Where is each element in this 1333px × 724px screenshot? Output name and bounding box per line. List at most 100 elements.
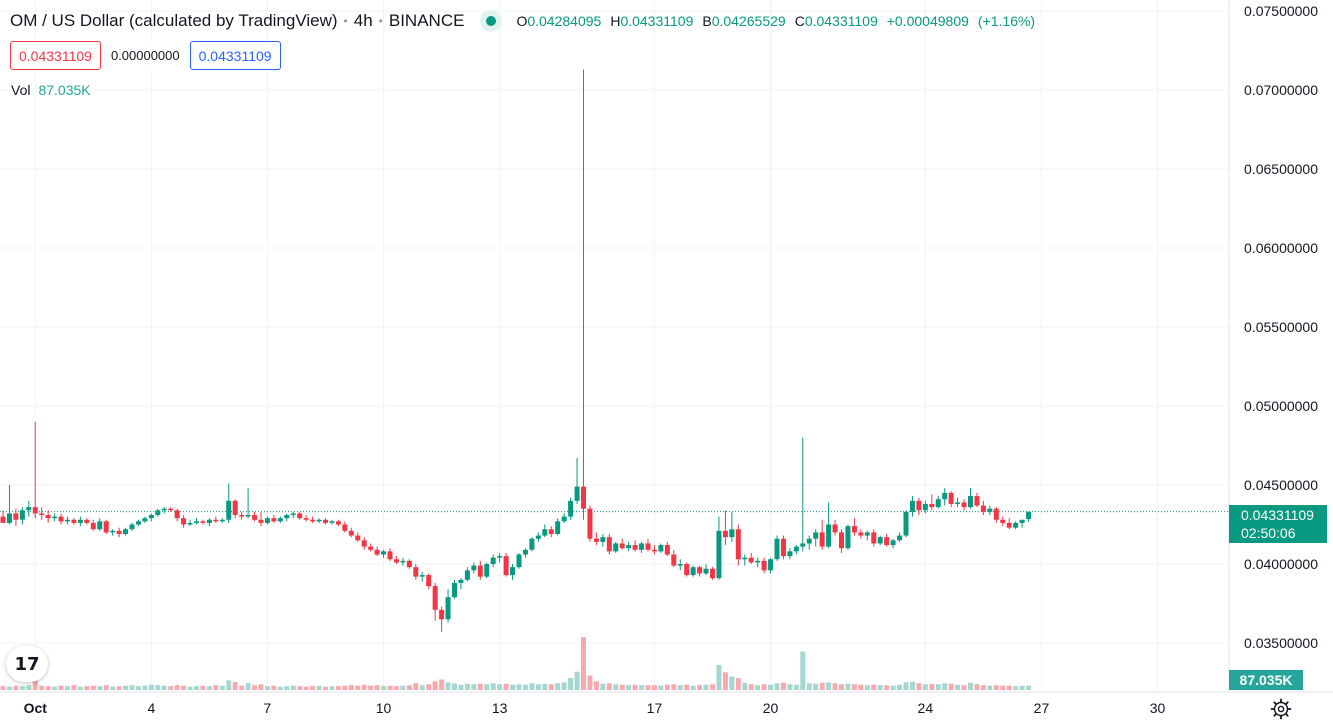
volume-bar (929, 683, 935, 690)
volume-bar (851, 684, 857, 690)
price-scale[interactable]: 0.03500000 0.04000000 0.04500000 0.05000000… (1244, 3, 1318, 651)
candle-body (97, 521, 103, 530)
candle-body (1026, 511, 1032, 520)
volume-bar (97, 686, 103, 690)
volume-bar (419, 685, 425, 690)
volume-bar (219, 685, 225, 690)
volume-bar (58, 685, 64, 690)
volume-bar (677, 685, 683, 690)
price-tick-label: 0.03500000 (1244, 635, 1318, 651)
volume-bar (32, 679, 38, 690)
volume-bar (574, 671, 580, 690)
volume-bar (1013, 686, 1019, 690)
symbol-title[interactable]: OM / US Dollar (calculated by TradingVie… (10, 11, 338, 30)
volume-bar (181, 685, 187, 690)
market-status-icon[interactable] (480, 10, 503, 32)
time-tick-label: 10 (376, 700, 392, 716)
time-tick-label: 17 (647, 700, 663, 716)
tradingview-logo-icon[interactable]: 17 (6, 646, 48, 682)
candle-body (226, 500, 232, 520)
volume-bar (290, 685, 296, 690)
volume-bar (484, 684, 490, 690)
candle-body (761, 560, 767, 571)
candle-body (142, 518, 148, 522)
volume-bar (690, 685, 696, 690)
candle-body (323, 519, 328, 523)
settings-gear-icon[interactable] (1270, 698, 1292, 720)
candle-body (103, 521, 109, 533)
volume-bar (884, 685, 890, 690)
volume-bar (187, 686, 193, 690)
candle-body (303, 518, 309, 520)
candle-body (361, 540, 367, 547)
volume-bar (987, 685, 993, 690)
candle-body (581, 486, 586, 509)
candle-body (445, 597, 451, 620)
time-tick-label: Oct (24, 700, 48, 716)
candle-body (1006, 522, 1012, 528)
volume-bar (555, 683, 561, 690)
volume-bar (490, 683, 496, 690)
volume-bar (581, 637, 586, 690)
candle-body (19, 510, 25, 520)
candle-body (851, 526, 857, 533)
candle-body (587, 508, 593, 539)
volume-bar (774, 683, 780, 690)
last-price-scale-label: 0.04331109 02:50:06 (1229, 505, 1327, 543)
candle-body (884, 537, 890, 546)
candle-body (426, 575, 432, 587)
volume-bar (993, 685, 999, 690)
volume-bar (671, 684, 677, 690)
candle-body (439, 609, 445, 620)
candle-body (181, 518, 187, 525)
volume-bar (77, 686, 83, 690)
volume-bar (710, 684, 715, 690)
candle-body (516, 554, 522, 568)
candle-body (722, 530, 728, 538)
volume-bar (393, 686, 399, 690)
candle-body (32, 507, 38, 514)
candle-body (13, 513, 19, 520)
volume-bar (839, 684, 844, 690)
candle-body (161, 508, 167, 511)
volume-bar (387, 685, 393, 690)
candle-body (845, 526, 851, 549)
volume-bar (864, 685, 870, 690)
candle-body (929, 503, 935, 508)
candle-body (864, 532, 870, 536)
candle-body (664, 545, 670, 555)
volume-bar (768, 684, 774, 690)
volume-bar (858, 684, 864, 690)
interval-label[interactable]: 4h (353, 11, 373, 30)
volume-bar (909, 681, 915, 690)
volume-bar (593, 681, 599, 690)
volume-bar (1019, 685, 1025, 690)
price-tick-label: 0.05500000 (1244, 319, 1318, 335)
volume-bar (813, 683, 819, 690)
candle-body (406, 560, 412, 568)
separator-dot: • (343, 14, 348, 28)
volume-bar (348, 685, 354, 690)
candle-body (890, 540, 896, 546)
sell-button[interactable]: 0.04331109 (10, 41, 101, 70)
candle-body (52, 516, 58, 519)
candle-body (368, 546, 374, 550)
candle-body (490, 557, 496, 564)
buy-button[interactable]: 0.04331109 (189, 41, 281, 70)
candle-body (90, 522, 96, 530)
time-scale[interactable]: Oct 4 7 10 13 17 20 24 27 30 (24, 700, 1166, 716)
candle-body (355, 535, 361, 541)
volume-bar (355, 685, 361, 690)
time-tick-label: 24 (918, 700, 934, 716)
volume-bar (123, 685, 129, 690)
volume-bar (239, 685, 245, 690)
volume-bar (277, 686, 283, 690)
volume-bar (471, 684, 477, 690)
candle-body (245, 515, 251, 517)
volume-scale-label: 87.035K (1229, 670, 1303, 690)
volume-bar (0, 686, 6, 690)
volume-bar (271, 685, 277, 690)
volume-legend-label[interactable]: Vol (11, 82, 31, 98)
candle-body (264, 518, 270, 523)
